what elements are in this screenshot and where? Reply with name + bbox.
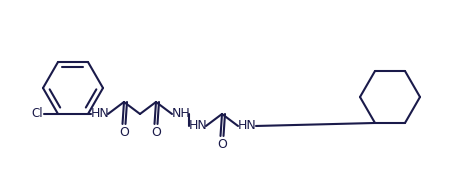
Text: HN: HN	[188, 120, 207, 132]
Text: HN: HN	[238, 120, 256, 132]
Text: O: O	[151, 126, 161, 139]
Text: NH: NH	[172, 107, 190, 120]
Text: HN: HN	[91, 107, 110, 120]
Text: O: O	[119, 126, 129, 139]
Text: O: O	[217, 138, 227, 151]
Text: Cl: Cl	[31, 107, 43, 120]
